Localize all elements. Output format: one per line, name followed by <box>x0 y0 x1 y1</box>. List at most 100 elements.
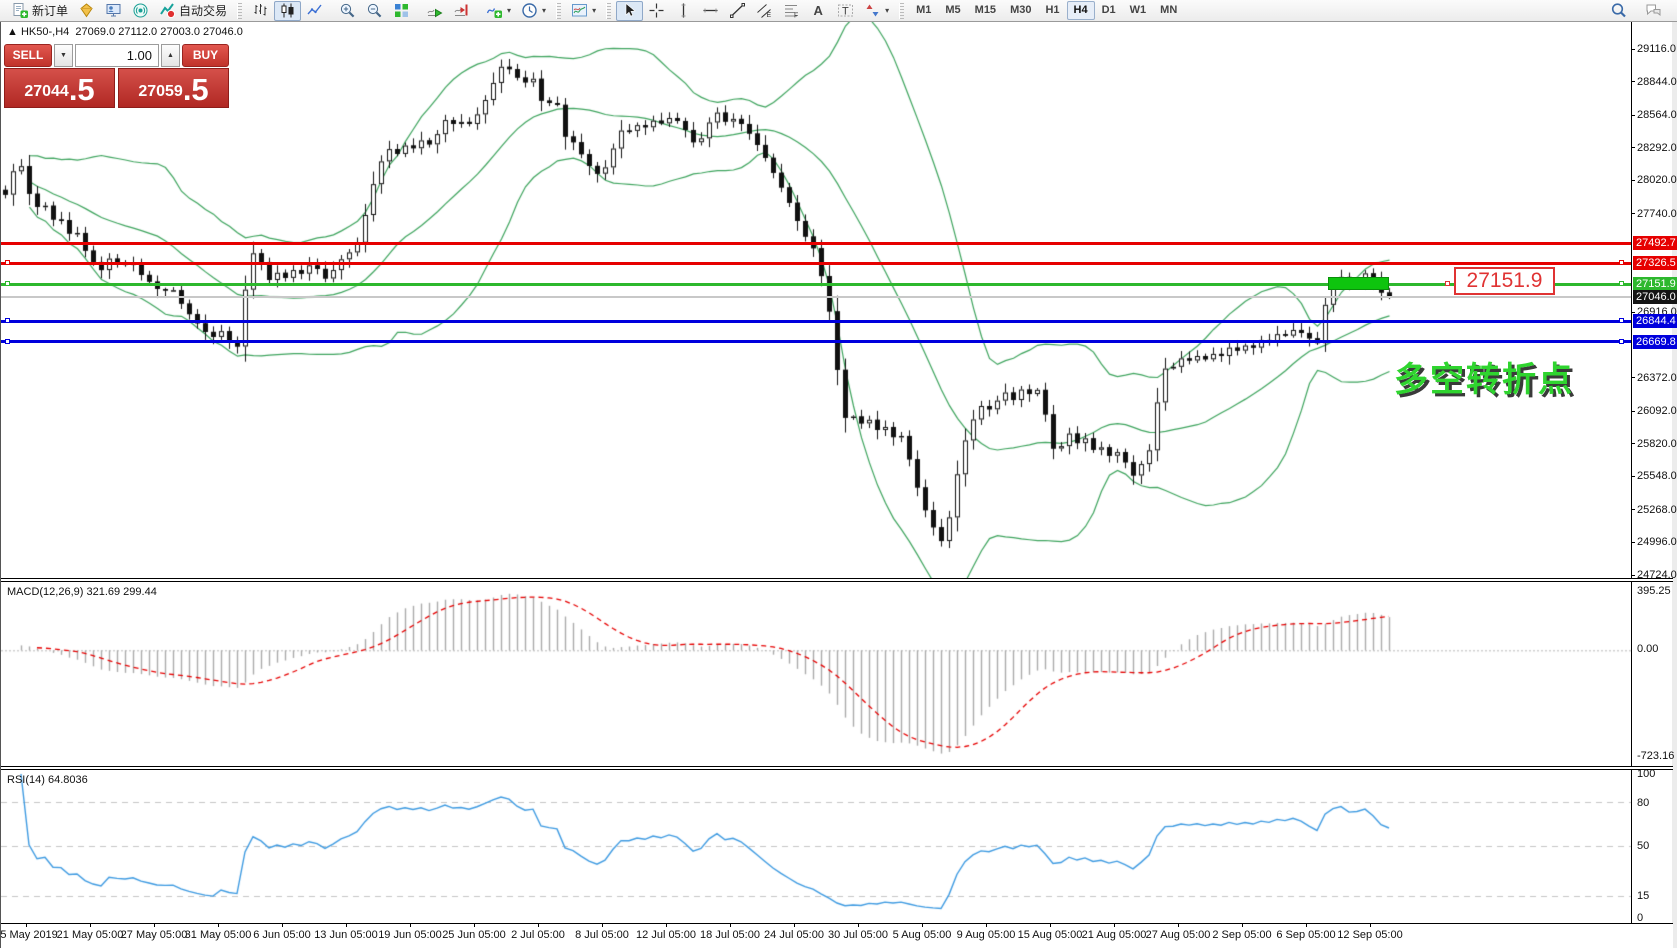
time-axis-label: 24 Jul 05:00 <box>764 929 824 941</box>
trendline-button[interactable] <box>724 1 751 21</box>
auto-scroll-button[interactable] <box>421 1 448 21</box>
level-line-handle[interactable] <box>1619 281 1624 287</box>
horizontal-level-line-27492.7[interactable] <box>1 241 1631 245</box>
level-line-handle[interactable] <box>5 281 10 287</box>
auto-trading-label: 自动交易 <box>179 4 228 18</box>
navigator-button[interactable] <box>127 1 154 21</box>
search-button[interactable] <box>1605 1 1632 21</box>
timeframe-m1-button[interactable]: M1 <box>916 4 932 16</box>
rsi-indicator-canvas[interactable] <box>1 770 1631 921</box>
timeframe-d1-button[interactable]: D1 <box>1101 4 1116 16</box>
text-label-button[interactable]: T <box>832 1 859 21</box>
new-order-button[interactable]: 新订单 <box>7 1 73 21</box>
timeframe-h4-button[interactable]: H4 <box>1066 1 1095 20</box>
chinese-annotation-text[interactable]: 多空转折点 <box>1394 361 1574 399</box>
level-line-handle[interactable] <box>5 260 10 266</box>
search-icon <box>1610 2 1627 19</box>
horizontal-level-line-27326.5[interactable] <box>1 261 1631 265</box>
time-axis-tick <box>346 924 347 927</box>
zoom-in-button[interactable] <box>334 1 361 21</box>
time-axis[interactable]: 15 May 2019 21 May 05:00 27 May 05:00 31 Ma… <box>0 923 1673 948</box>
sell-price-box[interactable]: 27044 .5 <box>4 68 115 108</box>
equidistant-channel-button[interactable]: E <box>751 1 778 21</box>
arrows-button[interactable]: ▾ <box>859 1 894 21</box>
time-axis-label: 9 Aug 05:00 <box>956 929 1016 941</box>
window-right-margin <box>1672 22 1677 948</box>
auto-trading-button[interactable]: 自动交易 <box>154 1 232 21</box>
cursor-icon <box>621 2 638 19</box>
horizontal-level-line-26844.4[interactable] <box>1 319 1631 323</box>
price-axis-tick-label: 28292.0 <box>1637 141 1677 154</box>
current-price-line[interactable] <box>1 295 1631 298</box>
cursor-button[interactable] <box>616 0 644 21</box>
zoom-in-icon <box>339 2 356 19</box>
panel-divider-macd[interactable] <box>1 578 1673 582</box>
timeframe-w1-button[interactable]: W1 <box>1129 4 1147 16</box>
panel-divider-rsi[interactable] <box>1 766 1673 770</box>
indicators-button[interactable]: ▾ <box>481 1 516 21</box>
templates-dropdown-caret[interactable]: ▾ <box>592 6 597 15</box>
indicators-dropdown-caret[interactable]: ▾ <box>507 6 512 15</box>
market-watch-button[interactable] <box>100 1 127 21</box>
level-line-handle[interactable] <box>1619 260 1624 266</box>
collapse-marker[interactable]: ▲ <box>7 26 18 38</box>
horizontal-level-line-26669.8[interactable] <box>1 340 1631 344</box>
time-axis-label: 2 Jul 05:00 <box>511 929 565 941</box>
sell-button[interactable]: SELL <box>4 44 52 67</box>
horizontal-level-line-27151.9[interactable] <box>1 282 1631 286</box>
toolbar-grip <box>899 2 905 19</box>
templates-button[interactable]: ▾ <box>566 1 601 21</box>
timeframe-m15-button[interactable]: M15 <box>974 4 997 16</box>
macd-scale-min: -723.16 <box>1637 750 1675 762</box>
zoom-out-button[interactable] <box>361 1 388 21</box>
buy-button[interactable]: BUY <box>182 44 229 67</box>
rsi-indicator-label: RSI(14) 64.8036 <box>7 774 88 786</box>
price-callout-label[interactable]: 27151.9 <box>1454 267 1555 295</box>
time-axis-label: 6 Sep 05:00 <box>1276 929 1336 941</box>
toolbar-grip <box>556 2 562 19</box>
macd-indicator-canvas[interactable] <box>1 582 1631 766</box>
candlestick-chart-button[interactable] <box>274 0 302 21</box>
price-axis-tick-label: 27740.0 <box>1637 207 1677 220</box>
chart-shift-button[interactable] <box>448 1 475 21</box>
level-line-handle[interactable] <box>5 318 10 324</box>
line-chart-button[interactable] <box>301 1 328 21</box>
fibonacci-retracement-button[interactable]: F <box>778 1 805 21</box>
horizontal-line-button[interactable] <box>697 1 724 21</box>
arrows-dropdown-caret[interactable]: ▾ <box>885 6 890 15</box>
bar-chart-button[interactable] <box>247 1 274 21</box>
timeframe-mn-button[interactable]: MN <box>1160 4 1178 16</box>
buy-price-box[interactable]: 27059 .5 <box>118 68 229 108</box>
price-axis-tick <box>1631 542 1635 543</box>
periods-button[interactable]: ▾ <box>516 1 551 21</box>
ohlc-high: 27112.0 <box>118 26 158 38</box>
vertical-line-button[interactable] <box>670 1 697 21</box>
volume-increase-button[interactable]: ▲ <box>161 44 180 67</box>
highlight-rectangle[interactable] <box>1328 276 1389 291</box>
time-axis-tick <box>154 924 155 927</box>
chat-button[interactable] <box>1640 1 1667 21</box>
time-axis-label: 6 Jun 05:00 <box>253 929 311 941</box>
main-chart-canvas[interactable] <box>1 22 1631 578</box>
time-axis-label: 5 Aug 05:00 <box>892 929 952 941</box>
text-button[interactable]: A <box>805 1 832 21</box>
level-line-handle[interactable] <box>1619 338 1624 344</box>
callout-anchor-handle[interactable] <box>1445 281 1450 287</box>
price-axis-tick <box>1631 575 1635 576</box>
time-axis-tick <box>1242 924 1243 927</box>
timeframe-h1-button[interactable]: H1 <box>1045 4 1060 16</box>
level-line-handle[interactable] <box>5 338 10 344</box>
tile-windows-button[interactable] <box>388 1 415 21</box>
crosshair-button[interactable] <box>643 1 670 21</box>
volume-input[interactable]: 1.00 <box>75 44 159 67</box>
price-axis-tick <box>1631 509 1635 510</box>
volume-decrease-button[interactable]: ▼ <box>54 44 73 67</box>
time-axis-tick <box>474 924 475 927</box>
level-line-handle[interactable] <box>1619 318 1624 324</box>
crosshair-icon <box>648 2 665 19</box>
chart-profile-button[interactable] <box>73 1 100 21</box>
timeframe-m5-button[interactable]: M5 <box>945 4 961 16</box>
timeframe-m30-button[interactable]: M30 <box>1010 4 1032 16</box>
ohlc-open: 27069.0 <box>75 26 116 38</box>
periods-dropdown-caret[interactable]: ▾ <box>542 6 547 15</box>
